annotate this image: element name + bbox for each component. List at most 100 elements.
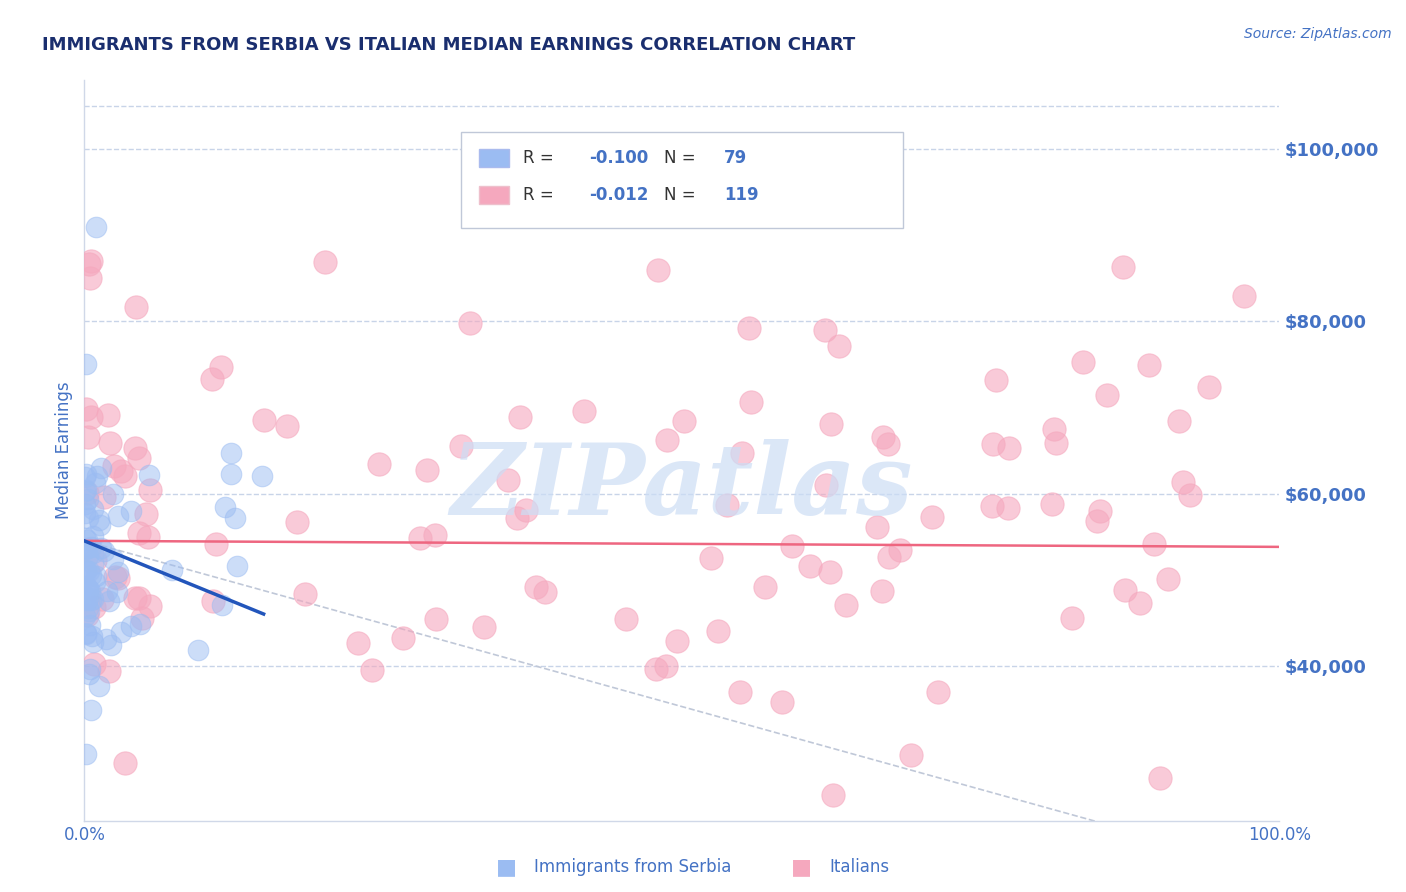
Point — [97, 665, 120, 679]
Point — [77, 256, 100, 270]
Point — [224, 510, 246, 524]
Point — [120, 504, 142, 518]
Point — [104, 569, 127, 583]
Point — [91, 592, 114, 607]
Point — [80, 593, 103, 607]
Point — [814, 323, 837, 337]
Point — [128, 526, 150, 541]
Point — [770, 696, 793, 710]
Point — [80, 254, 103, 268]
Point — [75, 564, 97, 578]
Point — [103, 458, 125, 473]
Point — [1040, 497, 1063, 511]
Point — [73, 507, 96, 521]
Point — [368, 457, 391, 471]
Point — [76, 578, 98, 592]
Text: R =: R = — [523, 186, 560, 204]
Point — [76, 533, 98, 547]
Point — [346, 636, 368, 650]
Point — [927, 684, 949, 698]
Point — [187, 643, 209, 657]
Point — [716, 498, 738, 512]
Point — [120, 619, 142, 633]
Text: ■: ■ — [792, 857, 811, 877]
Point — [1095, 388, 1118, 402]
Text: -0.012: -0.012 — [589, 186, 648, 204]
Point — [1171, 475, 1194, 490]
Text: ■: ■ — [496, 857, 516, 877]
Point — [77, 430, 100, 444]
Point — [458, 316, 481, 330]
Point — [110, 624, 132, 639]
Point — [100, 638, 122, 652]
Point — [129, 617, 152, 632]
Point — [84, 476, 107, 491]
Point — [128, 451, 150, 466]
Point — [700, 551, 723, 566]
Point — [276, 419, 298, 434]
Text: R =: R = — [523, 149, 560, 167]
Point — [80, 409, 103, 424]
Point — [509, 409, 531, 424]
Point — [87, 679, 110, 693]
Point — [740, 394, 762, 409]
Point — [1168, 414, 1191, 428]
Point — [572, 404, 595, 418]
Point — [75, 542, 97, 557]
Point — [114, 469, 136, 483]
Point — [93, 490, 115, 504]
Point — [86, 469, 108, 483]
Point — [472, 620, 495, 634]
Point — [76, 511, 98, 525]
Point — [780, 539, 803, 553]
Point — [89, 517, 111, 532]
Point — [73, 497, 96, 511]
Point — [135, 507, 157, 521]
Point — [75, 625, 97, 640]
Point — [889, 542, 911, 557]
Point — [814, 478, 837, 492]
Text: ZIPatlas: ZIPatlas — [451, 439, 912, 536]
Text: 79: 79 — [724, 149, 747, 167]
Point — [76, 582, 98, 596]
Point — [294, 587, 316, 601]
Point — [534, 584, 557, 599]
Point — [105, 585, 128, 599]
Point — [136, 530, 159, 544]
Point — [75, 747, 97, 761]
Point — [82, 529, 104, 543]
Point — [76, 593, 98, 607]
Point — [73, 484, 96, 499]
Point — [128, 591, 150, 605]
Point — [423, 528, 446, 542]
Point — [900, 747, 922, 762]
Point — [738, 321, 761, 335]
Point — [285, 515, 308, 529]
Point — [82, 635, 104, 649]
Point — [80, 703, 103, 717]
Point — [90, 461, 112, 475]
Point — [75, 467, 97, 482]
Text: Source: ZipAtlas.com: Source: ZipAtlas.com — [1244, 27, 1392, 41]
Point — [83, 657, 105, 671]
Text: IMMIGRANTS FROM SERBIA VS ITALIAN MEDIAN EARNINGS CORRELATION CHART: IMMIGRANTS FROM SERBIA VS ITALIAN MEDIAN… — [42, 36, 855, 54]
Point — [980, 499, 1002, 513]
Point — [314, 255, 336, 269]
Point — [877, 437, 900, 451]
Point — [1149, 771, 1171, 785]
Point — [409, 531, 432, 545]
Point — [921, 509, 943, 524]
Point — [866, 519, 889, 533]
Point — [76, 492, 98, 507]
Point — [821, 788, 844, 802]
Point — [1114, 583, 1136, 598]
Point — [981, 436, 1004, 450]
Point — [86, 219, 108, 234]
Point — [131, 611, 153, 625]
Point — [450, 439, 472, 453]
Point — [392, 631, 415, 645]
Point — [93, 543, 115, 558]
Point — [77, 603, 100, 617]
Point — [98, 436, 121, 450]
Point — [75, 627, 97, 641]
